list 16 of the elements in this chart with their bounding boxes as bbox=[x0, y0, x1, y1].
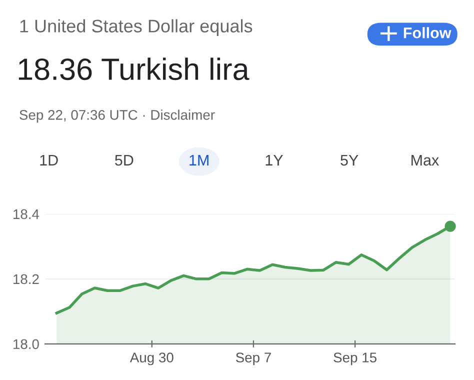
x-tick-label: Sep 15 bbox=[334, 352, 376, 366]
text: 1Y bbox=[266, 154, 283, 166]
text: 5D bbox=[115, 154, 134, 166]
text: 1D bbox=[40, 154, 58, 166]
text: Max bbox=[412, 154, 439, 166]
chart-subtitle: 18.36 Turkish lira bbox=[18, 58, 250, 80]
text: 5Y bbox=[340, 154, 358, 166]
text: Sep 22, 07:36 UTC · Disclaimer bbox=[20, 110, 215, 123]
y-tick-label: 18.2 bbox=[14, 274, 39, 284]
chart-title: 1 United States Dollar equals bbox=[20, 19, 252, 36]
text: Follow bbox=[404, 27, 452, 38]
text: 1M bbox=[190, 154, 208, 166]
x-tick-label: Aug 30 bbox=[130, 352, 174, 366]
x-tick-label: Sep 7 bbox=[236, 352, 271, 366]
y-tick-label: 18.0 bbox=[14, 339, 39, 350]
y-tick-label: 18.4 bbox=[14, 209, 40, 220]
